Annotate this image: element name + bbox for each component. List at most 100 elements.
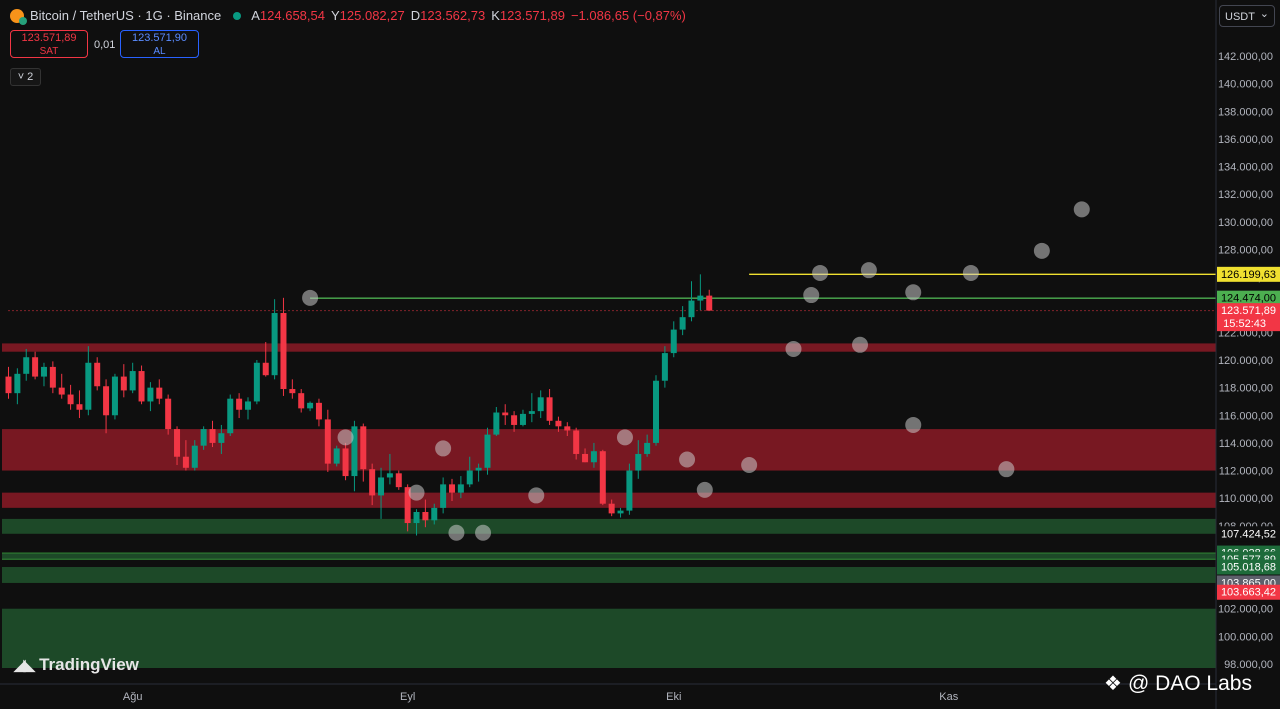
candle-body [244, 401, 251, 410]
candle [342, 442, 349, 481]
candle [608, 499, 615, 517]
tradingview-logo[interactable]: ◢◣ TradingView [14, 655, 139, 675]
candle-body [493, 412, 500, 435]
candle [493, 406, 500, 436]
currency-select[interactable]: USDT [1219, 3, 1275, 27]
projection-marker [812, 264, 829, 281]
change-value: −1.086,65 (−0,87%) [570, 8, 686, 23]
price-tick-label: 128.000,00 [1218, 244, 1273, 256]
candle [413, 509, 420, 536]
candle [484, 427, 491, 475]
projection-marker [741, 457, 758, 474]
projection-marker [679, 451, 696, 468]
time-tick-label: Ağu [123, 691, 143, 703]
buy-button[interactable]: 123.571,90 AL [120, 30, 199, 58]
projection-marker [408, 484, 425, 501]
price-tick-label: 120.000,00 [1218, 355, 1273, 367]
candle-body [94, 362, 101, 387]
time-tick-label: Eki [666, 691, 681, 703]
low-label: D [410, 8, 421, 23]
candle [688, 281, 695, 322]
candle-body [679, 317, 686, 330]
candle-body [582, 453, 589, 463]
projection-marker [528, 487, 545, 504]
candle-body [466, 470, 473, 485]
candle [227, 394, 234, 436]
candle-body [369, 469, 376, 496]
candle-body [271, 313, 278, 376]
high-value: 125.082,27 [339, 8, 405, 23]
candle-body [298, 393, 305, 409]
price-label-darkgreen: 105.018,68 [1217, 559, 1280, 575]
market-open-icon [233, 11, 242, 20]
candle [253, 360, 260, 405]
candle [519, 409, 526, 427]
binance-diamond-icon: ❖ [1104, 673, 1122, 695]
candle-body [182, 456, 189, 468]
candle-body [209, 429, 216, 443]
candle [528, 393, 535, 423]
projection-marker [337, 429, 354, 446]
candle [466, 456, 473, 488]
projection-marker [998, 461, 1015, 478]
candle [440, 477, 447, 514]
price-axis[interactable]: 98.000,00100.000,00102.000,00104.000,001… [1215, 0, 1280, 709]
candle-body [440, 484, 447, 508]
candle-body [653, 380, 660, 443]
price-label-bg [1217, 559, 1280, 575]
candle-body [590, 451, 597, 463]
candle-body [315, 402, 322, 420]
candle [191, 440, 198, 471]
tradingview-icon: ◢◣ [14, 657, 35, 674]
candle-body [484, 434, 491, 468]
candle-body [191, 445, 198, 468]
candle-body [227, 398, 234, 434]
price-tick-label: 140.000,00 [1218, 79, 1273, 91]
candle [49, 361, 56, 394]
price-label-bg [1217, 584, 1280, 600]
price-tick-label: 142.000,00 [1218, 51, 1273, 63]
candle-body [395, 473, 402, 488]
bitcoin-tether-icon [10, 8, 27, 25]
price-label-text: 123.571,89 [1221, 305, 1276, 317]
price-tick-label: 136.000,00 [1218, 134, 1273, 146]
candle [670, 321, 677, 358]
candle-body [342, 448, 349, 477]
time-axis[interactable]: Ağu Eyl Eki Kas [0, 683, 1216, 703]
projection-marker [860, 262, 877, 279]
price-label-green: 124.474,00 [1217, 290, 1280, 306]
candle-body [449, 484, 455, 493]
candle-body [528, 411, 535, 414]
candle-body [67, 394, 74, 405]
zones-layer [2, 343, 1216, 668]
support-zone [2, 553, 1216, 560]
sell-button[interactable]: 123.571,89 SAT [10, 30, 88, 58]
price-tick-label: 112.000,00 [1219, 466, 1273, 478]
candle-body [262, 362, 269, 376]
candle-body [386, 473, 393, 478]
candle [174, 426, 181, 466]
candle [289, 379, 296, 399]
close-value: 123.571,89 [499, 8, 565, 23]
candle-body [351, 426, 358, 477]
price-label-text: 103.663,42 [1221, 587, 1276, 599]
candle [360, 423, 367, 482]
indicators-toggle[interactable]: ˅ 2 [10, 68, 41, 86]
support-zone [2, 567, 1216, 583]
symbol-title[interactable]: Bitcoin / TetherUS · 1G · Binance [30, 8, 222, 23]
candle-body [537, 397, 544, 412]
candle-body [697, 295, 704, 301]
candle [147, 382, 154, 412]
projection-marker [852, 336, 869, 353]
candle-body [573, 430, 580, 454]
resistance-zone [2, 492, 1216, 508]
candle [449, 478, 455, 501]
candle [32, 351, 39, 380]
candle [378, 467, 385, 519]
candle-body [617, 510, 624, 514]
candle [395, 470, 402, 490]
projection-marker [1073, 201, 1090, 218]
candle [653, 375, 660, 446]
candle [582, 448, 589, 463]
